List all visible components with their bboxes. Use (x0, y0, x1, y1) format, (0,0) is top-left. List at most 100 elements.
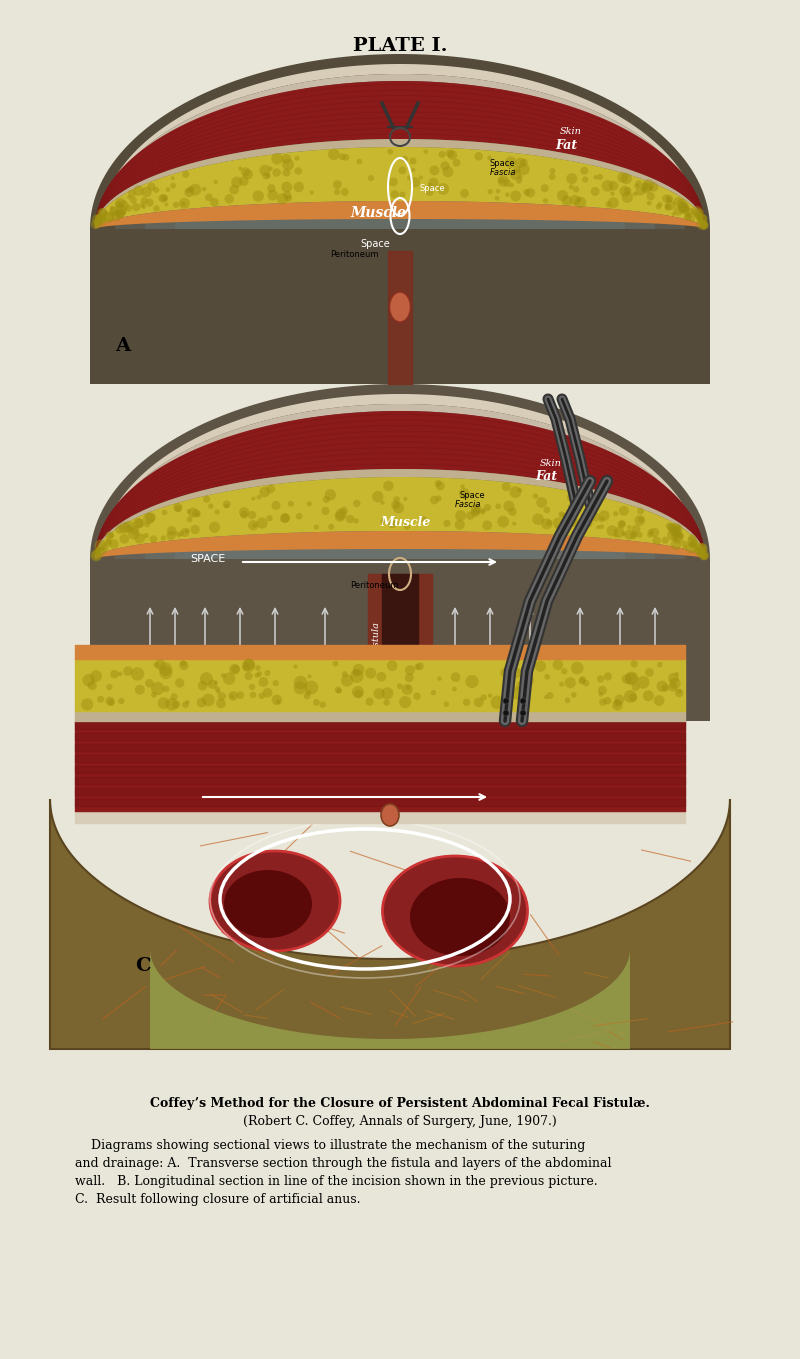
Circle shape (282, 169, 290, 177)
Circle shape (177, 534, 181, 538)
Circle shape (262, 688, 273, 697)
Circle shape (701, 553, 708, 560)
Circle shape (596, 525, 600, 529)
Circle shape (516, 681, 527, 692)
Circle shape (518, 488, 522, 492)
Circle shape (296, 512, 302, 519)
Circle shape (257, 495, 262, 500)
Circle shape (95, 215, 104, 223)
Circle shape (153, 186, 159, 193)
Text: Fascia: Fascia (490, 169, 517, 177)
Circle shape (172, 700, 180, 708)
Circle shape (441, 162, 450, 170)
Text: Skin: Skin (560, 126, 582, 136)
Circle shape (566, 508, 573, 515)
Polygon shape (95, 147, 705, 230)
Circle shape (103, 217, 107, 222)
Circle shape (92, 550, 102, 560)
Circle shape (543, 198, 548, 204)
Circle shape (484, 504, 491, 511)
Circle shape (106, 697, 114, 705)
Circle shape (631, 525, 641, 534)
Circle shape (397, 684, 402, 689)
Circle shape (473, 507, 480, 514)
Circle shape (333, 660, 338, 667)
Circle shape (108, 699, 114, 705)
Circle shape (258, 693, 265, 699)
Circle shape (648, 529, 654, 535)
Circle shape (242, 663, 250, 671)
Circle shape (646, 201, 652, 205)
Polygon shape (145, 423, 655, 559)
Circle shape (641, 182, 652, 194)
Circle shape (147, 182, 155, 190)
Circle shape (94, 219, 100, 224)
Circle shape (353, 669, 360, 677)
Circle shape (666, 200, 675, 211)
Text: SPACE: SPACE (190, 554, 226, 564)
Circle shape (94, 549, 99, 553)
Circle shape (94, 215, 106, 227)
Circle shape (446, 149, 454, 158)
Circle shape (394, 520, 399, 526)
Circle shape (96, 546, 106, 556)
Circle shape (388, 519, 397, 529)
Circle shape (578, 678, 586, 685)
Polygon shape (100, 73, 700, 230)
Circle shape (265, 670, 270, 677)
Circle shape (266, 485, 275, 493)
Polygon shape (368, 711, 432, 728)
Circle shape (646, 192, 655, 200)
Circle shape (94, 546, 102, 553)
Circle shape (146, 198, 154, 207)
Circle shape (687, 537, 698, 546)
Circle shape (673, 533, 683, 544)
Text: Space: Space (360, 239, 390, 249)
Circle shape (701, 222, 707, 228)
Circle shape (131, 667, 144, 681)
Circle shape (240, 511, 248, 519)
Circle shape (606, 525, 618, 537)
Circle shape (134, 185, 144, 196)
Circle shape (163, 197, 168, 201)
Circle shape (269, 166, 273, 170)
Circle shape (482, 508, 486, 512)
Ellipse shape (410, 878, 510, 955)
Circle shape (192, 510, 201, 518)
Circle shape (614, 534, 618, 538)
Circle shape (214, 179, 218, 183)
Circle shape (214, 681, 218, 685)
Circle shape (700, 222, 707, 228)
Circle shape (510, 190, 521, 201)
Circle shape (474, 697, 484, 707)
Circle shape (170, 177, 174, 181)
Circle shape (238, 167, 242, 171)
Circle shape (622, 531, 626, 537)
Circle shape (394, 496, 400, 503)
Circle shape (249, 684, 255, 690)
Circle shape (597, 675, 604, 682)
Circle shape (678, 202, 688, 212)
Circle shape (694, 541, 698, 546)
Circle shape (455, 510, 466, 520)
Circle shape (550, 169, 555, 174)
Circle shape (335, 508, 347, 520)
Circle shape (678, 533, 684, 538)
Circle shape (649, 182, 658, 192)
Circle shape (175, 678, 184, 688)
Circle shape (668, 673, 678, 684)
Circle shape (272, 169, 281, 177)
Circle shape (143, 533, 149, 538)
Circle shape (399, 192, 406, 198)
Circle shape (481, 694, 487, 701)
Circle shape (558, 511, 565, 518)
Circle shape (110, 205, 114, 211)
Circle shape (624, 188, 631, 194)
Circle shape (657, 201, 662, 208)
Text: A: A (115, 337, 130, 355)
Circle shape (463, 699, 470, 707)
Circle shape (410, 177, 420, 188)
Circle shape (649, 186, 653, 190)
Circle shape (402, 684, 413, 694)
Polygon shape (95, 82, 705, 230)
